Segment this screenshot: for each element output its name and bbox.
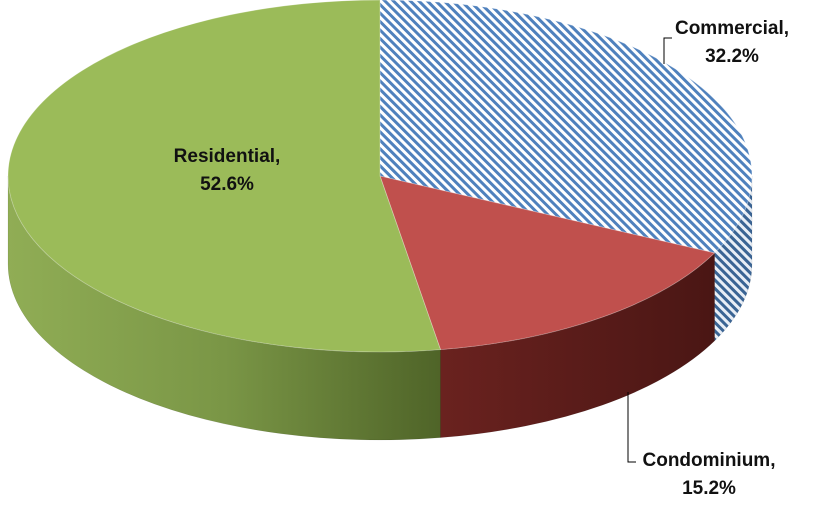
data-label-condominium-category: Condominium, [643,450,776,471]
leader-line-condominium [627,392,636,463]
data-label-commercial-category: Commercial, [675,18,789,39]
leader-line-commercial [663,37,672,64]
pie-slice-commercial [379,0,753,254]
data-label-residential-percent: 52.6% [200,174,254,195]
data-label-condominium-percent: 15.2% [682,478,736,499]
pie-top-layer [7,0,753,353]
data-label-commercial-percent: 32.2% [705,46,759,67]
pie-slice-condominium [379,175,716,351]
data-label-residential-category: Residential, [174,146,281,167]
pie-label-layer: Commercial, 32.2% Condominium, 15.2% Residen… [174,18,789,499]
pie-slice-residential [7,0,442,353]
